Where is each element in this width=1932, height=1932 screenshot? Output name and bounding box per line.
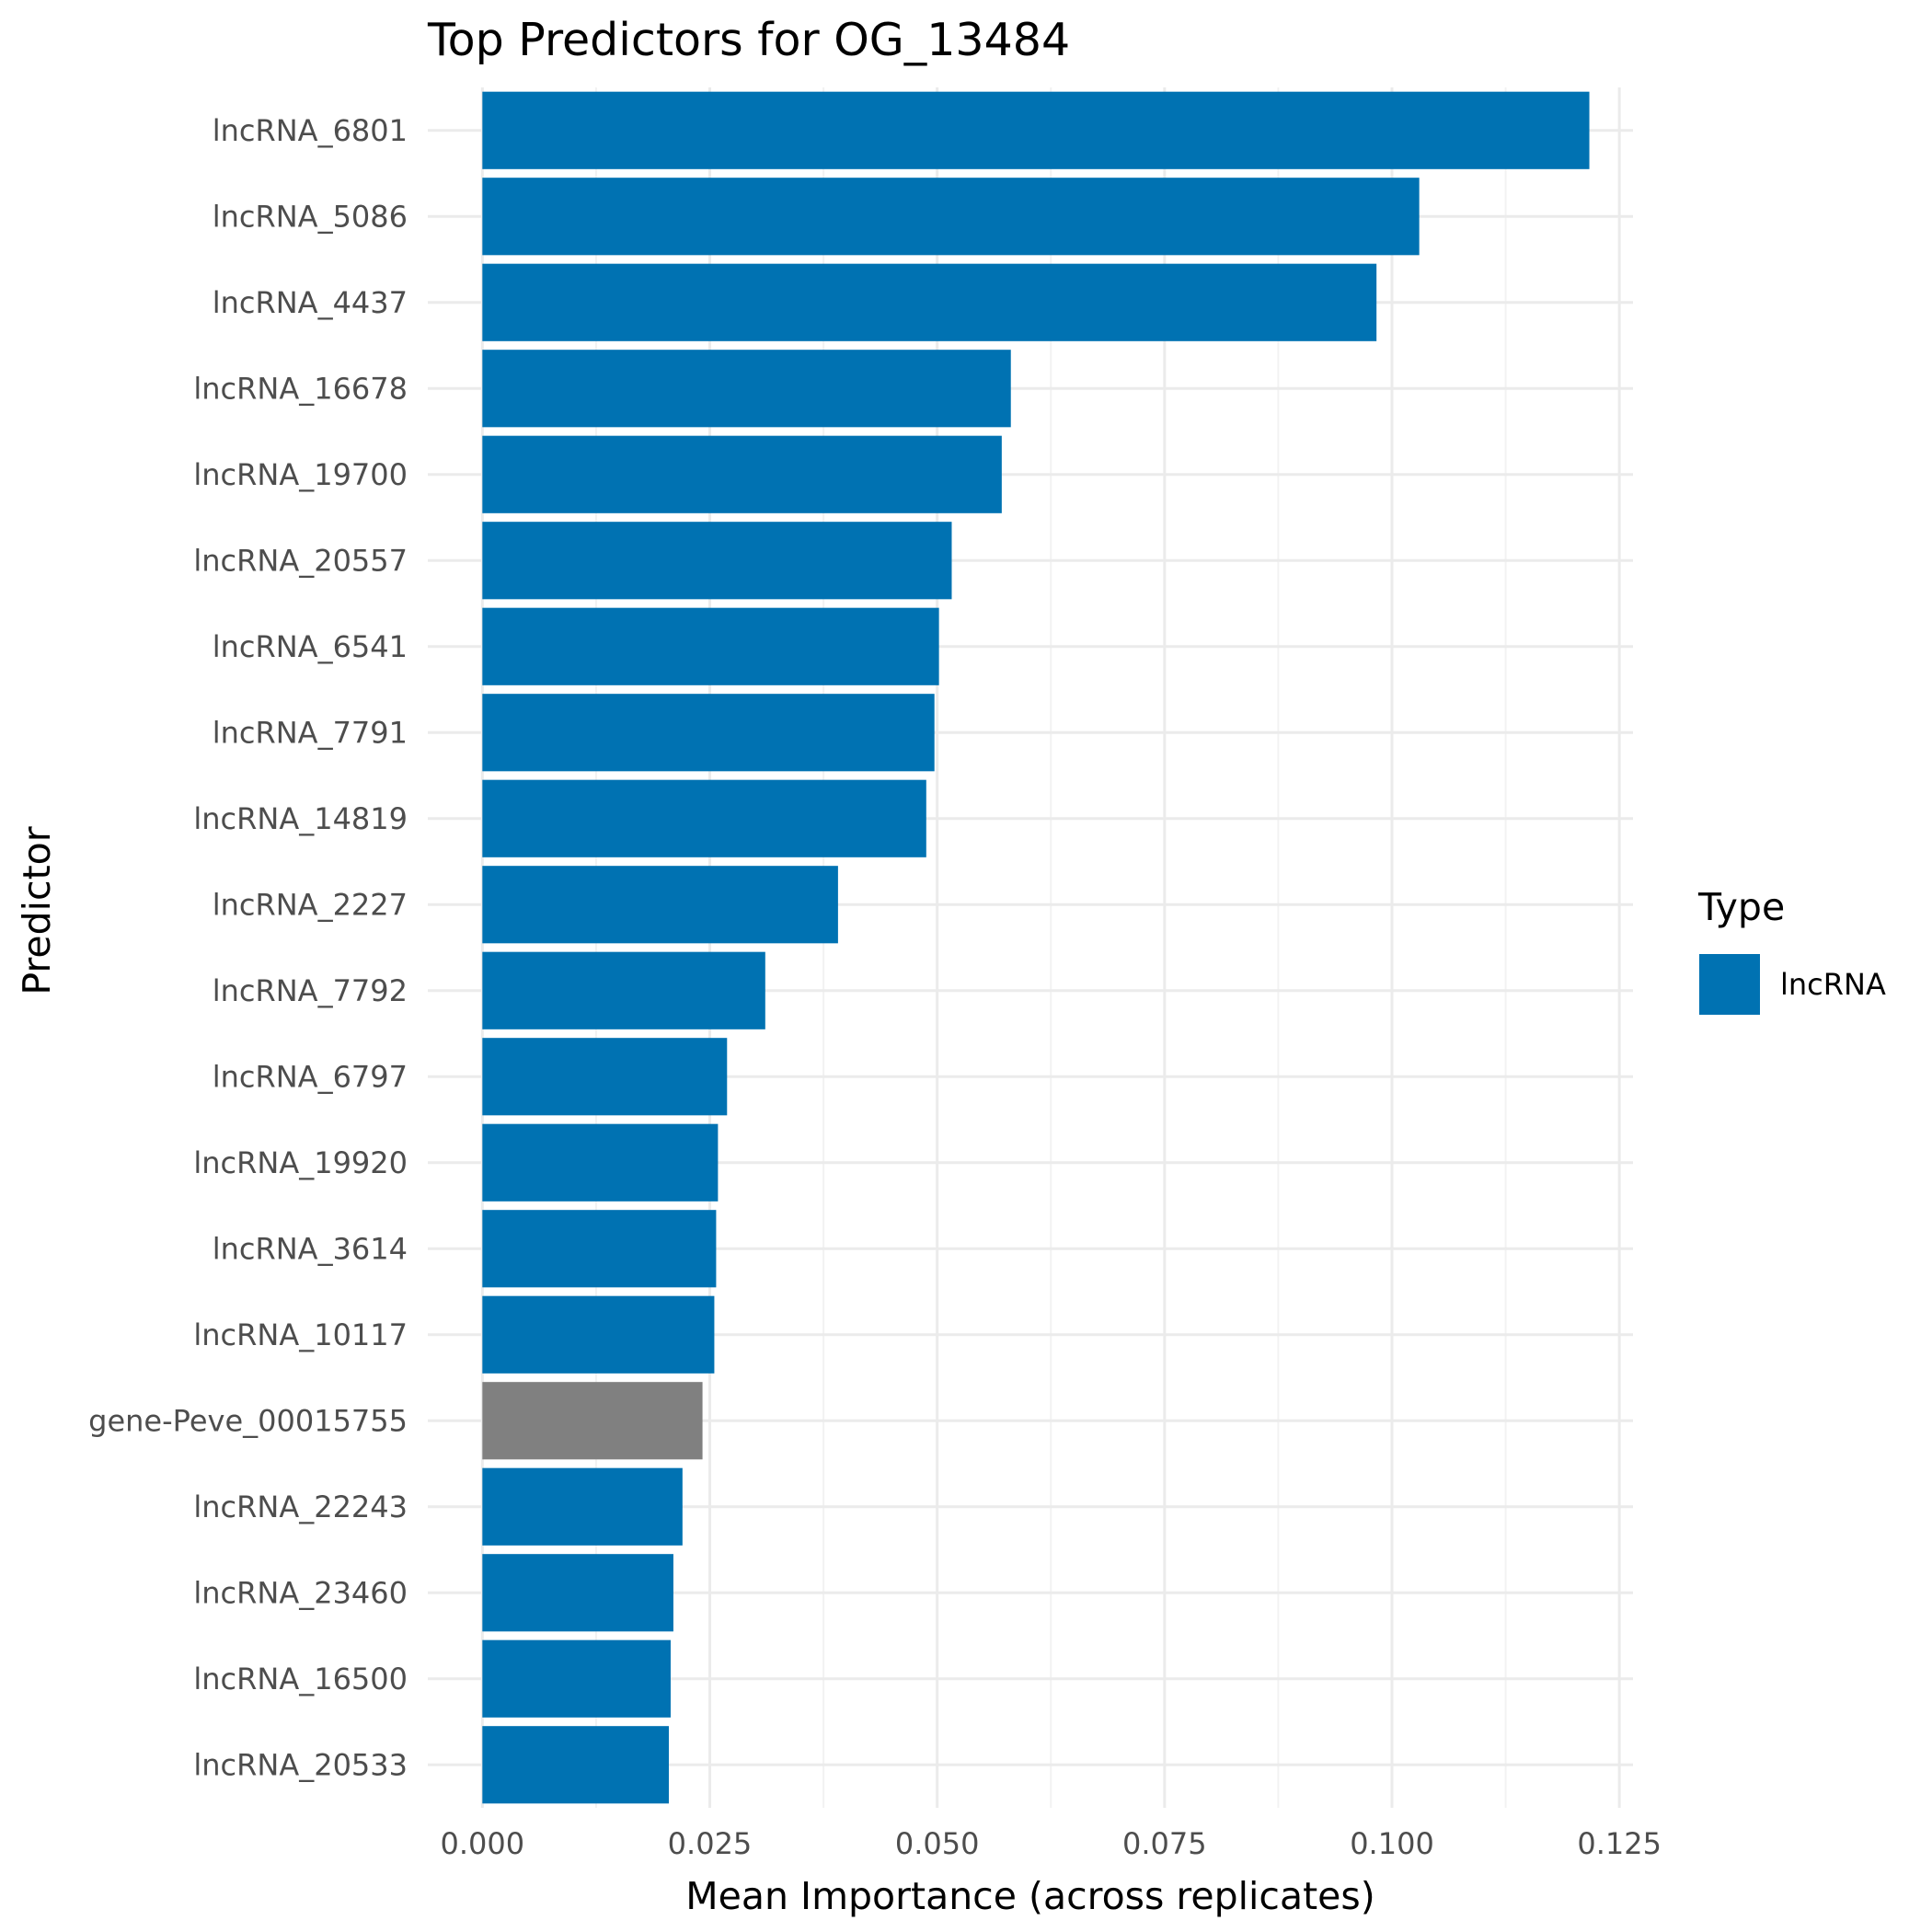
grid-lines: [428, 87, 1633, 1808]
x-tick-label: 0.100: [1350, 1826, 1434, 1861]
x-tick-label: 0.075: [1122, 1826, 1207, 1861]
y-tick-label: lncRNA_6801: [213, 113, 408, 148]
bar: [482, 1467, 683, 1546]
y-tick-label: lncRNA_16500: [193, 1662, 408, 1696]
x-tick-label: 0.050: [895, 1826, 980, 1861]
bar: [482, 435, 1002, 513]
y-tick-label: lncRNA_20557: [193, 543, 408, 578]
bar: [482, 350, 1011, 428]
legend-swatch: [1699, 954, 1760, 1015]
bar: [482, 1726, 669, 1804]
bar: [482, 178, 1420, 256]
y-tick-label: lncRNA_20533: [193, 1747, 408, 1782]
y-tick-label: lncRNA_19920: [193, 1145, 408, 1180]
bar: [482, 1123, 719, 1202]
y-tick-label: lncRNA_5086: [213, 199, 408, 234]
y-tick-label: lncRNA_10117: [193, 1317, 408, 1352]
x-axis-ticks: 0.000 0.025 0.050 0.075 0.100 0.125: [441, 1826, 1662, 1861]
y-tick-label: lncRNA_14819: [193, 801, 408, 836]
x-axis-title: Mean Importance (across replicates): [685, 1874, 1375, 1918]
y-tick-label: lncRNA_2227: [213, 887, 408, 922]
bar-group: [482, 91, 1590, 1804]
y-tick-label: lncRNA_3614: [213, 1231, 408, 1266]
y-tick-label: lncRNA_7792: [213, 973, 408, 1008]
y-axis-ticks: lncRNA_6801 lncRNA_5086 lncRNA_4437 lncRNA_…: [88, 113, 408, 1783]
bar: [482, 607, 939, 685]
bar: [482, 1295, 715, 1374]
bar: [482, 1210, 717, 1288]
x-tick-label: 0.025: [668, 1826, 753, 1861]
bar: [482, 1382, 703, 1460]
bar: [482, 91, 1590, 169]
x-tick-label: 0.125: [1577, 1826, 1662, 1861]
legend-title: Type: [1697, 885, 1785, 929]
bar: [482, 1639, 671, 1718]
y-tick-label: lncRNA_16678: [193, 371, 408, 406]
y-tick-label: lncRNA_23460: [193, 1575, 408, 1610]
y-tick-label: lncRNA_7791: [213, 715, 408, 750]
y-tick-label: gene-Peve_00015755: [88, 1403, 408, 1438]
x-tick-label: 0.000: [441, 1826, 525, 1861]
y-tick-label: lncRNA_19700: [193, 457, 408, 492]
y-tick-label: lncRNA_6797: [213, 1059, 408, 1094]
y-tick-label: lncRNA_22243: [193, 1489, 408, 1524]
legend-label: lncRNA: [1780, 967, 1886, 1002]
bar: [482, 779, 926, 857]
chart-title: Top Predictors for OG_13484: [427, 14, 1070, 66]
y-tick-label: lncRNA_6541: [213, 629, 408, 664]
y-axis-title: Predictor: [15, 826, 59, 995]
legend: Type lncRNA: [1697, 885, 1886, 1015]
bar: [482, 1038, 728, 1116]
bar: [482, 694, 935, 772]
bar: [482, 1554, 673, 1632]
bar: [482, 951, 765, 1029]
bar: [482, 522, 952, 600]
y-tick-label: lncRNA_4437: [213, 285, 408, 320]
bar: [482, 263, 1377, 341]
bar: [482, 866, 838, 944]
